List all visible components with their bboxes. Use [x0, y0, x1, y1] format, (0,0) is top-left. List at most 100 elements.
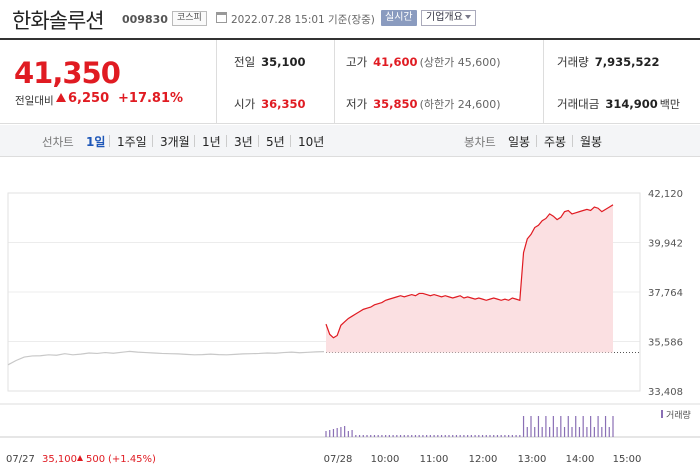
volume-bar [549, 427, 551, 437]
x-tick-label: 12:00 [469, 454, 498, 465]
volume-bar [329, 430, 331, 437]
volume-cell: 거래량 7,935,522 [557, 54, 660, 70]
volume-bar [578, 427, 581, 437]
volume-bar [455, 435, 458, 437]
volume-bar [519, 435, 521, 437]
prev-day-price: 35,100 [42, 454, 77, 465]
tab-daily-candle[interactable]: 일봉 [508, 135, 531, 149]
volume-bar [590, 416, 592, 437]
upper-limit: (상한가 45,600) [419, 56, 501, 69]
tab-10y[interactable]: 10년 [298, 135, 325, 149]
stock-header: 한화솔루션 009830 코스피 2022.07.28 15:01 기준(장중)… [0, 0, 700, 40]
volume-bar [575, 416, 577, 437]
volume-value: 7,935,522 [594, 55, 660, 69]
volume-bar [388, 435, 390, 437]
realtime-button[interactable]: 실시간 [381, 10, 417, 26]
price-chart: 42,120 39,942 37,764 35,586 33,408 거래량 07/28… [0, 180, 700, 470]
prev-close-value: 35,100 [261, 55, 306, 69]
volume-bar [452, 435, 454, 437]
market-badge: 코스피 [172, 11, 207, 26]
low-value: 35,850 [373, 97, 418, 111]
volume-bar [586, 427, 588, 437]
volume-bar [385, 435, 387, 437]
volume-bar [373, 435, 376, 437]
prev-day-change: 500 [86, 454, 105, 465]
low-label: 저가 [346, 97, 368, 111]
change-rate: +17.81% [118, 91, 184, 106]
volume-bar [448, 435, 450, 437]
volume-bar [437, 435, 439, 437]
volume-bar [332, 429, 335, 437]
line-chart-label: 선차트 [42, 135, 74, 149]
high-value: 41,600 [373, 55, 418, 69]
volume-bar [422, 435, 424, 437]
volume-bar [552, 416, 554, 437]
low-cell: 저가 35,850 (하한가 24,600) [346, 96, 501, 112]
volume-bar [467, 435, 469, 437]
volume-bar [511, 435, 513, 437]
volume-bar [560, 416, 562, 437]
volume-bar [429, 435, 431, 437]
tab-1d[interactable]: 1일 [86, 135, 106, 149]
volume-bar [396, 435, 398, 437]
tab-3m[interactable]: 3개월 [160, 135, 190, 149]
volume-bar [485, 435, 487, 437]
divider [290, 135, 291, 147]
volume-bar [340, 427, 342, 437]
prev-day-line [7, 350, 325, 366]
volume-bar [481, 435, 484, 437]
tab-weekly-candle[interactable]: 주봉 [544, 135, 567, 149]
amount-cell: 거래대금 314,900 백만 [557, 96, 680, 112]
y-tick-label: 35,586 [648, 338, 683, 349]
corp-info-button[interactable]: 기업개요 [421, 10, 476, 26]
volume-bar [474, 435, 476, 437]
volume-bar [545, 416, 547, 437]
plot-frame [7, 192, 641, 392]
divider [109, 135, 110, 147]
tab-1y[interactable]: 1년 [202, 135, 221, 149]
volume-bar [526, 427, 528, 437]
divider [543, 40, 544, 124]
amount-value: 314,900 [605, 97, 658, 111]
price-chart-svg[interactable]: 42,120 39,942 37,764 35,586 33,408 거래량 07/28… [0, 180, 700, 470]
candle-chart-label: 봉차트 [464, 135, 496, 149]
volume-bar [344, 426, 346, 437]
volume-bar [593, 427, 595, 437]
corp-info-label: 기업개요 [426, 12, 463, 23]
volume-bar [530, 416, 532, 437]
volume-bar [411, 435, 413, 437]
tab-1w[interactable]: 1주일 [117, 135, 147, 149]
divider [536, 135, 537, 147]
volume-bar [612, 416, 614, 437]
volume-bar [608, 427, 610, 437]
divider [216, 40, 217, 124]
volume-bar [537, 416, 540, 437]
tab-3y[interactable]: 3년 [234, 135, 253, 149]
tab-monthly-candle[interactable]: 월봉 [580, 135, 603, 149]
open-value: 36,350 [261, 97, 306, 111]
open-cell: 시가 36,350 [234, 96, 306, 112]
volume-bar [567, 416, 569, 437]
divider [194, 135, 195, 147]
volume-bar [362, 435, 364, 437]
volume-bar [351, 430, 353, 437]
up-arrow-icon [56, 93, 66, 102]
prev-day-date: 07/27 [6, 454, 35, 465]
calendar-icon [216, 12, 227, 23]
volume-bar [336, 428, 338, 437]
y-tick-label: 39,942 [648, 239, 683, 250]
volume-bar [478, 435, 480, 437]
chevron-down-icon [464, 15, 471, 19]
volume-bar [414, 435, 417, 437]
volume-bar [418, 435, 420, 437]
volume-bar [403, 435, 405, 437]
volume-bar [370, 435, 372, 437]
volume-bar [463, 435, 465, 437]
volume-bar [470, 435, 472, 437]
volume-bar [325, 431, 327, 437]
y-tick-label: 37,764 [648, 288, 683, 299]
volume-bar [381, 435, 383, 437]
stock-name: 한화솔루션 [12, 9, 105, 33]
tab-5y[interactable]: 5년 [266, 135, 285, 149]
volume-bar [556, 427, 558, 437]
